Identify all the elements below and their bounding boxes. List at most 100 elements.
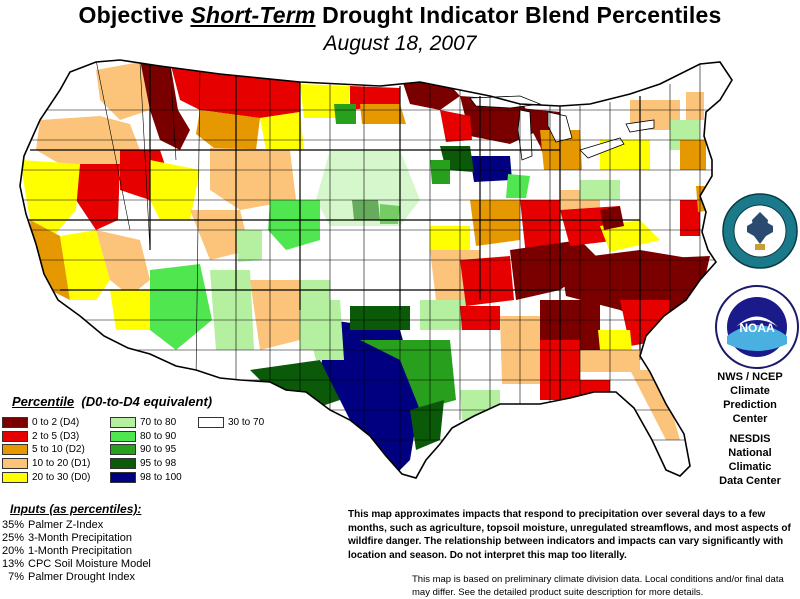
- region-nv-north-d3: [76, 164, 120, 230]
- agency-ncdc-line-4: Data Center: [719, 475, 781, 487]
- region-tx-coast-95: [410, 400, 444, 450]
- input-pct: 35%: [1, 519, 24, 531]
- agency-ncdc: NESDIS National Climatic Data Center: [700, 432, 800, 488]
- region-idaho-north-d4: [140, 60, 190, 150]
- region-nv-south-d0: [150, 160, 200, 220]
- legend-swatch-98-100: [110, 471, 136, 483]
- legend-label-70-80: 70 to 80: [140, 417, 177, 429]
- commerce-seal-svg: [722, 193, 798, 269]
- region-wv-d4: [600, 206, 624, 230]
- region-ky-d4: [510, 240, 600, 300]
- legend-swatch-70-80: [110, 417, 136, 429]
- legend-item-80-90: 80 to 90: [110, 430, 182, 444]
- region-ia-80: [506, 174, 530, 198]
- region-ut-d1: [190, 210, 250, 260]
- input-pct: 20%: [1, 545, 24, 557]
- region-tx-panhandle-95: [350, 306, 410, 330]
- agency-ncdc-line-1: NESDIS: [729, 433, 771, 445]
- legend-item-90-95: 90 to 95: [110, 443, 182, 457]
- inputs-list: Inputs (as percentiles): 35% Palmer Z-Ind…: [0, 502, 240, 584]
- legend-swatch-80-90: [110, 430, 136, 442]
- region-ne-d2: [680, 140, 706, 170]
- title-emphasis: Short-Term: [190, 2, 316, 28]
- legend-swatch-d3: [2, 430, 28, 442]
- agency-ncdc-line-2: National: [728, 447, 772, 459]
- legend-label-d0: 20 to 30 (D0): [32, 471, 91, 483]
- region-la-d3: [460, 306, 500, 330]
- noaa-logo-icon: NOAA: [714, 284, 800, 370]
- legend-label-d2: 5 to 10 (D2): [32, 444, 85, 456]
- legend-swatch-30-70: [198, 417, 224, 429]
- legend-swatch-d4: [2, 417, 28, 429]
- us-drought-map: [0, 56, 800, 506]
- region-ca-central-d0: [60, 230, 110, 300]
- region-wa-east: [96, 62, 150, 120]
- noaa-logo-text: NOAA: [739, 321, 775, 335]
- input-item: 20% 1-Month Precipitation: [0, 545, 240, 558]
- legend-item-30-70: 30 to 70: [198, 416, 264, 430]
- region-mo-d3: [460, 256, 514, 306]
- input-name: 1-Month Precipitation: [28, 545, 132, 557]
- lake-superior: [469, 95, 542, 109]
- legend-item-70-80: 70 to 80: [110, 416, 182, 430]
- legend-label-d4: 0 to 2 (D4): [32, 417, 80, 429]
- region-vt-d1: [686, 92, 704, 120]
- input-item: 35% Palmer Z-Index: [0, 519, 240, 532]
- region-md-d3: [680, 200, 700, 236]
- input-name: CPC Soil Moisture Model: [28, 558, 151, 570]
- region-oh-70: [580, 180, 620, 200]
- region-ia-wet-98: [470, 156, 512, 182]
- input-pct: 7%: [8, 571, 24, 583]
- region-fl-d1: [630, 370, 680, 440]
- legend-swatch-95-98: [110, 458, 136, 470]
- title-prefix: Objective: [78, 2, 191, 28]
- legend-title-suffix: (D0-to-D4 equivalent): [81, 394, 213, 409]
- legend-swatch-90-95: [110, 444, 136, 456]
- region-tx-70: [300, 300, 344, 360]
- input-item: 13% CPC Soil Moisture Model: [0, 558, 240, 571]
- lake-erie: [579, 137, 625, 159]
- region-az-70: [210, 270, 254, 350]
- region-wy-d1: [210, 148, 296, 210]
- region-nd-east-d2: [360, 104, 406, 124]
- region-sd-90: [334, 104, 356, 124]
- title-suffix: Drought Indicator Blend Percentiles: [315, 2, 722, 28]
- legend-label-90-95: 90 to 95: [140, 444, 177, 456]
- region-co-80: [268, 200, 320, 250]
- state-boundaries: [20, 62, 641, 400]
- legend-label-30-70: 30 to 70: [228, 417, 265, 429]
- region-tx-95-west: [250, 360, 340, 410]
- input-pct: 25%: [1, 532, 24, 544]
- legend-title: Percentile (D0-to-D4 equivalent): [12, 394, 212, 409]
- legend-title-prefix: Percentile: [12, 394, 75, 409]
- region-wy-d0: [260, 112, 304, 150]
- agency-ncep: NWS / NCEP Climate Prediction Center: [700, 370, 800, 426]
- region-mn-d3: [440, 110, 472, 142]
- agency-ncep-line-2: Climate: [730, 385, 770, 397]
- region-ca-south-d0: [110, 290, 150, 330]
- input-item: 7% Palmer Drought Index: [0, 571, 240, 584]
- legend-swatch-d0: [2, 471, 28, 483]
- input-name: Palmer Drought Index: [28, 571, 135, 583]
- legend-column-normal: 30 to 70: [198, 416, 264, 430]
- us-map-svg: [19, 59, 733, 479]
- legend-column-wet: 70 to 80 80 to 90 90 to 95 95 to 98 98 t…: [110, 416, 182, 484]
- us-outline: [19, 59, 733, 479]
- legend-item-d0: 20 to 30 (D0): [2, 470, 90, 484]
- legend-label-95-98: 95 to 98: [140, 458, 177, 470]
- region-ks-d0: [430, 226, 470, 250]
- input-item: 25% 3-Month Precipitation: [0, 532, 240, 545]
- legend-swatch-d1: [2, 458, 28, 470]
- region-mo-d2: [470, 200, 520, 246]
- lake-michigan: [517, 109, 533, 161]
- state-boundary-lines: [20, 62, 641, 400]
- legend-item-d3: 2 to 5 (D3): [2, 430, 90, 444]
- legend-item-d1: 10 to 20 (D1): [2, 457, 90, 471]
- noaa-logo-svg: NOAA: [715, 285, 799, 369]
- region-mn-south-90: [430, 160, 450, 184]
- inputs-title: Inputs (as percentiles):: [10, 502, 142, 516]
- agency-ncep-line-1: NWS / NCEP: [717, 371, 783, 383]
- input-name: Palmer Z-Index: [28, 519, 104, 531]
- legend-swatch-d2: [2, 444, 28, 456]
- percentile-legend: Percentile (D0-to-D4 equivalent) 0 to 2 …: [2, 394, 302, 490]
